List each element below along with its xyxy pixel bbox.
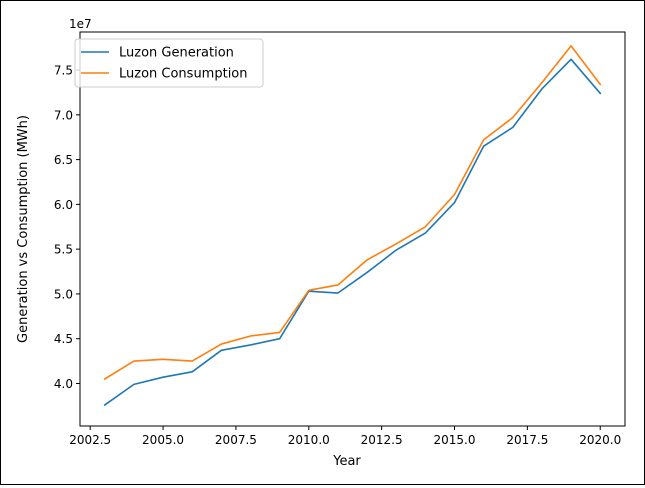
legend-label-generation: Luzon Generation (119, 46, 234, 61)
y-tick-label: 6.0 (54, 198, 73, 212)
series-line-generation (103, 58, 602, 407)
y-tick-label: 7.0 (54, 108, 73, 122)
y-tick-label: 5.5 (54, 243, 73, 257)
y-tick-label: 7.5 (54, 64, 73, 78)
y-offset-label: 1e7 (69, 17, 92, 31)
x-tick-label: 2020.0 (579, 433, 621, 447)
x-tick-label: 2005.0 (142, 433, 184, 447)
series-line-consumption (103, 45, 602, 381)
x-tick-label: 2007.5 (215, 433, 257, 447)
x-tick-label: 2010.0 (288, 433, 330, 447)
x-axis-title: Year (332, 454, 361, 469)
x-tick-label: 2002.5 (69, 433, 111, 447)
x-tick-label: 2015.0 (434, 433, 476, 447)
y-tick-label: 4.0 (54, 377, 73, 391)
y-tick-label: 5.0 (54, 287, 73, 301)
series-lines (103, 45, 602, 407)
plot-area (79, 31, 626, 427)
x-tick-label: 2017.5 (506, 433, 548, 447)
x-axis: 2002.5 2005.0 2007.5 2010.0 2012.5 2015.0 2017… (69, 426, 621, 447)
y-axis-title: Generation vs Consumption (MWh) (16, 115, 31, 343)
y-tick-label: 6.5 (54, 153, 73, 167)
x-tick-label: 2012.5 (361, 433, 403, 447)
legend: Luzon Generation Luzon Consumption (74, 38, 264, 88)
legend-label-consumption: Luzon Consumption (119, 67, 248, 82)
y-tick-label: 4.5 (54, 332, 73, 346)
y-axis: 4.0 4.5 5.0 5.5 6.0 6.5 7.0 7.5 (54, 64, 80, 391)
legend-box (74, 38, 264, 88)
